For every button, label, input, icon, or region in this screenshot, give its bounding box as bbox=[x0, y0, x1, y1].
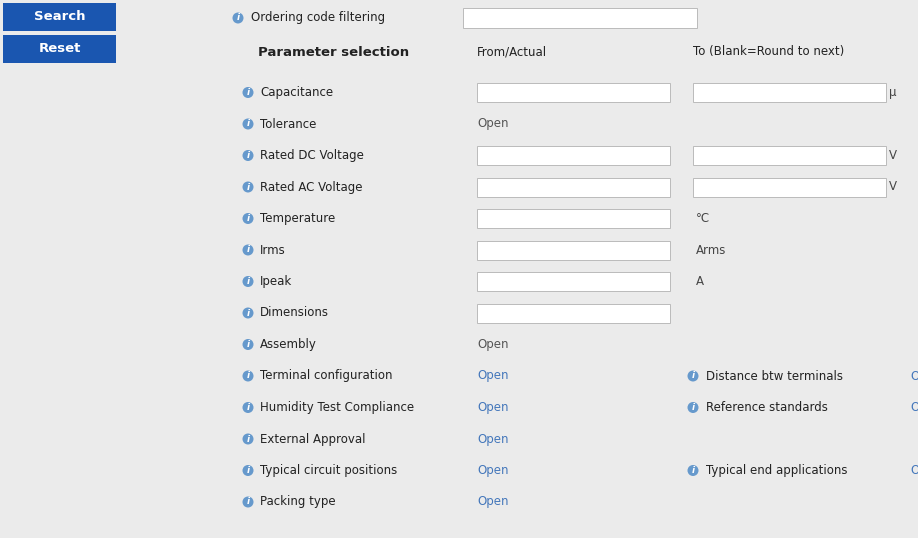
Text: Distance btw terminals: Distance btw terminals bbox=[706, 370, 843, 383]
FancyBboxPatch shape bbox=[693, 178, 886, 196]
FancyBboxPatch shape bbox=[477, 209, 670, 228]
Text: Reset: Reset bbox=[39, 43, 81, 55]
Text: Rated AC Voltage: Rated AC Voltage bbox=[260, 181, 363, 194]
Text: Typical end applications: Typical end applications bbox=[706, 464, 847, 477]
FancyBboxPatch shape bbox=[477, 83, 670, 102]
FancyBboxPatch shape bbox=[693, 146, 886, 165]
Text: Rated DC Voltage: Rated DC Voltage bbox=[260, 149, 364, 162]
Circle shape bbox=[242, 308, 253, 318]
Circle shape bbox=[242, 118, 253, 130]
Text: Open: Open bbox=[477, 464, 509, 477]
Text: i: i bbox=[246, 245, 250, 254]
Text: Ipeak: Ipeak bbox=[260, 275, 292, 288]
Text: Open: Open bbox=[477, 433, 509, 445]
Text: i: i bbox=[691, 403, 695, 412]
Circle shape bbox=[242, 181, 253, 193]
FancyBboxPatch shape bbox=[3, 35, 116, 63]
Circle shape bbox=[242, 87, 253, 98]
FancyBboxPatch shape bbox=[3, 3, 116, 31]
Text: °C: °C bbox=[696, 212, 711, 225]
Text: i: i bbox=[246, 88, 250, 97]
Text: i: i bbox=[246, 372, 250, 380]
Text: Typical circuit positions: Typical circuit positions bbox=[260, 464, 397, 477]
Text: Humidity Test Compliance: Humidity Test Compliance bbox=[260, 401, 414, 414]
Text: O: O bbox=[910, 401, 918, 414]
Text: i: i bbox=[246, 277, 250, 286]
Text: i: i bbox=[246, 340, 250, 349]
Text: Open: Open bbox=[477, 370, 509, 383]
Circle shape bbox=[242, 371, 253, 381]
Text: Tolerance: Tolerance bbox=[260, 117, 317, 131]
Text: Ordering code filtering: Ordering code filtering bbox=[251, 11, 386, 25]
Text: μ: μ bbox=[889, 86, 897, 99]
Text: Arms: Arms bbox=[696, 244, 726, 257]
Text: Reference standards: Reference standards bbox=[706, 401, 828, 414]
Text: Assembly: Assembly bbox=[260, 338, 317, 351]
FancyBboxPatch shape bbox=[463, 8, 697, 28]
Circle shape bbox=[242, 244, 253, 256]
FancyBboxPatch shape bbox=[477, 272, 670, 291]
Text: Capacitance: Capacitance bbox=[260, 86, 333, 99]
Text: External Approval: External Approval bbox=[260, 433, 365, 445]
Text: i: i bbox=[237, 13, 240, 23]
Circle shape bbox=[242, 150, 253, 161]
FancyBboxPatch shape bbox=[477, 303, 670, 322]
Text: i: i bbox=[246, 403, 250, 412]
Circle shape bbox=[242, 213, 253, 224]
Text: A: A bbox=[696, 275, 704, 288]
Text: O: O bbox=[910, 464, 918, 477]
Circle shape bbox=[242, 434, 253, 444]
Text: To (Blank=Round to next): To (Blank=Round to next) bbox=[693, 46, 845, 59]
Text: i: i bbox=[246, 498, 250, 506]
Circle shape bbox=[242, 276, 253, 287]
Text: i: i bbox=[246, 466, 250, 475]
Circle shape bbox=[242, 402, 253, 413]
Text: V: V bbox=[889, 181, 897, 194]
Circle shape bbox=[242, 497, 253, 507]
FancyBboxPatch shape bbox=[693, 83, 886, 102]
FancyBboxPatch shape bbox=[477, 146, 670, 165]
Text: Irms: Irms bbox=[260, 244, 285, 257]
Text: Terminal configuration: Terminal configuration bbox=[260, 370, 393, 383]
Text: i: i bbox=[246, 151, 250, 160]
Text: i: i bbox=[691, 372, 695, 380]
Text: O: O bbox=[910, 370, 918, 383]
Circle shape bbox=[242, 465, 253, 476]
Text: Dimensions: Dimensions bbox=[260, 307, 329, 320]
Text: Open: Open bbox=[477, 117, 509, 131]
Text: i: i bbox=[246, 119, 250, 129]
Text: V: V bbox=[889, 149, 897, 162]
Text: i: i bbox=[246, 214, 250, 223]
Text: Search: Search bbox=[34, 11, 85, 24]
Text: From/Actual: From/Actual bbox=[477, 46, 547, 59]
Text: Packing type: Packing type bbox=[260, 495, 336, 508]
Circle shape bbox=[232, 12, 243, 24]
FancyBboxPatch shape bbox=[477, 178, 670, 196]
Text: Open: Open bbox=[477, 338, 509, 351]
Circle shape bbox=[688, 402, 699, 413]
Text: i: i bbox=[246, 308, 250, 317]
Text: i: i bbox=[246, 182, 250, 192]
Circle shape bbox=[688, 465, 699, 476]
Text: i: i bbox=[691, 466, 695, 475]
Text: Open: Open bbox=[477, 401, 509, 414]
Text: Open: Open bbox=[477, 495, 509, 508]
Circle shape bbox=[688, 371, 699, 381]
FancyBboxPatch shape bbox=[477, 240, 670, 259]
Text: Temperature: Temperature bbox=[260, 212, 335, 225]
Text: Parameter selection: Parameter selection bbox=[258, 46, 409, 59]
Circle shape bbox=[242, 339, 253, 350]
Text: i: i bbox=[246, 435, 250, 443]
